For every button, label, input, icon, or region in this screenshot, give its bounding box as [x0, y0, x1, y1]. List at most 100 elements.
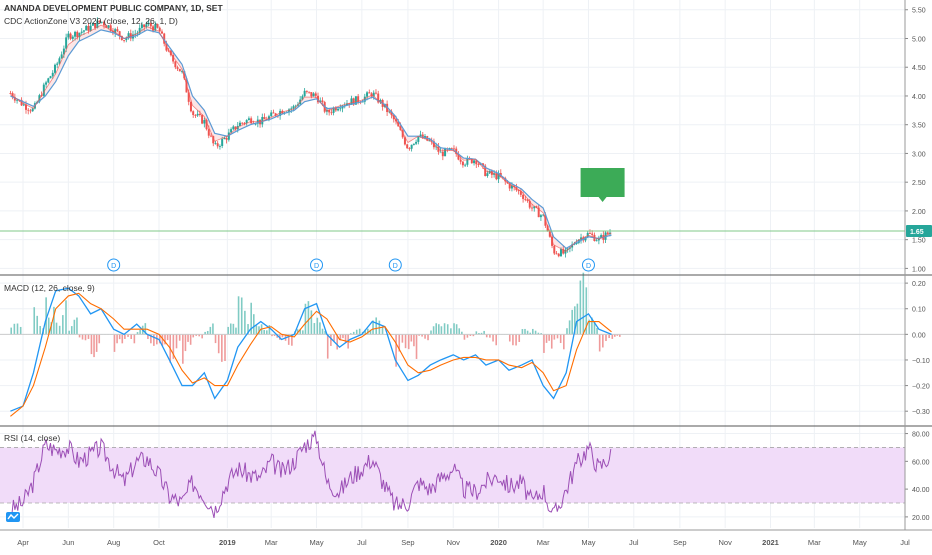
candle-body[interactable] — [239, 123, 241, 126]
candle-body[interactable] — [47, 78, 49, 82]
candle-body[interactable] — [540, 215, 542, 217]
candle-body[interactable] — [270, 112, 272, 116]
candle-body[interactable] — [201, 115, 203, 124]
candle-body[interactable] — [607, 232, 609, 233]
candle-body[interactable] — [591, 234, 593, 235]
candle-body[interactable] — [462, 162, 464, 166]
candle-body[interactable] — [375, 93, 377, 94]
candle-body[interactable] — [56, 64, 58, 65]
candle-body[interactable] — [52, 73, 54, 76]
macd-histogram-bar — [311, 310, 313, 334]
candle-body[interactable] — [321, 101, 323, 103]
candle-body[interactable] — [486, 173, 488, 176]
candle-body[interactable] — [264, 117, 266, 119]
candle-body[interactable] — [415, 142, 417, 144]
tradingview-logo-icon[interactable] — [6, 512, 20, 522]
candle-body[interactable] — [366, 92, 368, 96]
candle-body[interactable] — [116, 29, 118, 31]
candle-body[interactable] — [292, 106, 294, 108]
candle-body[interactable] — [29, 111, 31, 112]
candle-body[interactable] — [123, 40, 125, 41]
candle-body[interactable] — [408, 148, 410, 149]
candle-body[interactable] — [337, 109, 339, 111]
candle-body[interactable] — [473, 160, 475, 163]
candle-body[interactable] — [522, 195, 524, 199]
macd-histogram-bar — [518, 334, 520, 342]
candle-body[interactable] — [451, 148, 453, 149]
candle-body[interactable] — [83, 30, 85, 31]
candle-body[interactable] — [232, 127, 234, 130]
candle-body[interactable] — [203, 120, 205, 124]
candle-body[interactable] — [223, 138, 225, 139]
candle-body[interactable] — [531, 208, 533, 209]
macd-histogram-bar — [509, 334, 511, 341]
candle-body[interactable] — [272, 112, 274, 113]
candle-body[interactable] — [76, 32, 78, 37]
candle-body[interactable] — [210, 136, 212, 137]
candle-body[interactable] — [67, 34, 69, 38]
candle-body[interactable] — [310, 92, 312, 96]
candle-body[interactable] — [304, 91, 306, 96]
candle-body[interactable] — [217, 143, 219, 146]
candle-body[interactable] — [9, 93, 11, 94]
candle-body[interactable] — [250, 118, 252, 123]
candle-body[interactable] — [248, 118, 250, 120]
candle-body[interactable] — [453, 148, 455, 149]
candle-body[interactable] — [524, 199, 526, 200]
candle-body[interactable] — [330, 112, 332, 113]
candle-body[interactable] — [219, 146, 221, 147]
candle-body[interactable] — [315, 93, 317, 95]
candle-body[interactable] — [70, 34, 72, 39]
candle-body[interactable] — [556, 253, 558, 254]
candle-body[interactable] — [81, 32, 83, 33]
candle-body[interactable] — [411, 145, 413, 149]
candle-body[interactable] — [308, 92, 310, 93]
candle-body[interactable] — [406, 144, 408, 148]
candle-body[interactable] — [161, 31, 163, 33]
candle-body[interactable] — [553, 246, 555, 254]
candle-body[interactable] — [45, 82, 47, 84]
candle-body[interactable] — [339, 108, 341, 109]
candle-body[interactable] — [368, 92, 370, 93]
candle-body[interactable] — [226, 138, 228, 140]
candle-body[interactable] — [199, 114, 201, 115]
macd-histogram-bar — [17, 323, 19, 334]
candle-body[interactable] — [208, 129, 210, 135]
candle-body[interactable] — [197, 114, 199, 116]
candle-body[interactable] — [560, 249, 562, 256]
candle-body[interactable] — [192, 111, 194, 115]
candle-body[interactable] — [174, 61, 176, 67]
candle-body[interactable] — [194, 115, 196, 116]
candle-body[interactable] — [27, 110, 29, 111]
candle-body[interactable] — [444, 149, 446, 157]
candle-body[interactable] — [460, 160, 462, 162]
candle-body[interactable] — [413, 144, 415, 145]
candle-body[interactable] — [313, 93, 315, 96]
candle-body[interactable] — [596, 240, 598, 241]
candle-body[interactable] — [420, 135, 422, 137]
candle-body[interactable] — [50, 76, 52, 78]
candle-body[interactable] — [442, 152, 444, 156]
candle-body[interactable] — [72, 37, 74, 39]
candle-body[interactable] — [221, 139, 223, 146]
candle-body[interactable] — [87, 26, 89, 31]
candle-body[interactable] — [23, 105, 25, 106]
candle-body[interactable] — [478, 164, 480, 165]
candle-body[interactable] — [85, 26, 87, 31]
x-tick-label: Jul — [629, 538, 639, 547]
candle-body[interactable] — [74, 32, 76, 37]
candle-body[interactable] — [54, 65, 56, 73]
candle-body[interactable] — [214, 143, 216, 144]
candle-body[interactable] — [464, 165, 466, 166]
candle-body[interactable] — [179, 69, 181, 71]
candle-body[interactable] — [589, 233, 591, 234]
candle-body[interactable] — [306, 91, 308, 92]
signal-callout[interactable] — [581, 168, 625, 202]
candle-body[interactable] — [65, 37, 67, 48]
candle-body[interactable] — [558, 254, 560, 256]
candle-body[interactable] — [177, 67, 179, 69]
candle-body[interactable] — [440, 152, 442, 153]
candle-body[interactable] — [241, 123, 243, 124]
